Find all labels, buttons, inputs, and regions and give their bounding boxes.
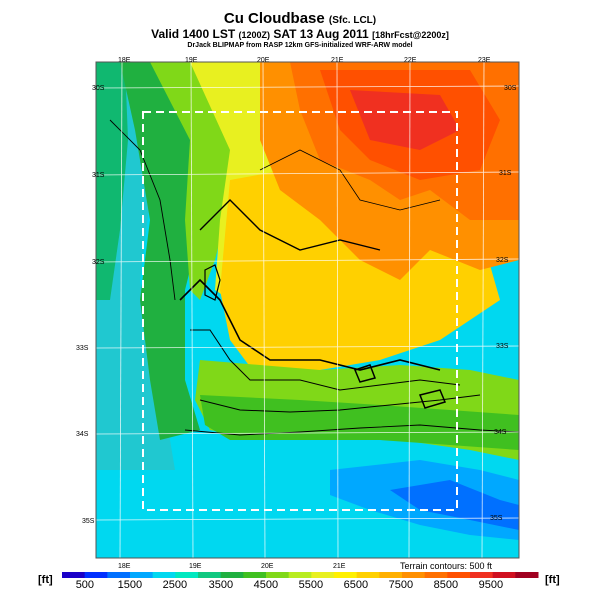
terrain-contour-note: Terrain contours: 500 ft — [400, 561, 493, 571]
colorbar-label: 5500 — [298, 579, 324, 591]
colorbar-swatch — [198, 572, 222, 578]
colorbar-swatch — [402, 572, 426, 578]
colorbar-swatch — [311, 572, 335, 578]
colorbar-label: 2500 — [162, 579, 188, 591]
colorbar-swatch — [266, 572, 290, 578]
colorbar-swatch — [175, 572, 199, 578]
model-credit: DrJack BLIPMAP from RASP 12km GFS-initia… — [187, 42, 413, 49]
lon-label-bottom: 18E — [118, 563, 131, 570]
colorbar-label: 4500 — [253, 579, 279, 591]
lat-label-left: 32S — [92, 259, 105, 266]
colorbar-label: 500 — [75, 579, 95, 591]
lon-label-bottom: 20E — [261, 563, 274, 570]
colorbar-label: 1500 — [117, 579, 143, 591]
valid-time: Valid 1400 LST (1200Z) SAT 13 Aug 2011 [… — [151, 27, 449, 41]
lon-label-bottom: 21E — [333, 563, 346, 570]
inner-domain-box — [142, 111, 458, 511]
colorbar-swatch — [152, 572, 176, 578]
colorbar-swatch — [243, 572, 267, 578]
lat-label-right: 32S — [496, 257, 509, 264]
colorbar-label: 8500 — [433, 579, 459, 591]
unit-label-left: [ft] — [38, 574, 53, 586]
colorbar-swatch — [220, 572, 244, 578]
colorbar-swatch — [379, 572, 403, 578]
colorbar-swatch — [492, 572, 516, 578]
colorbar-label: 7500 — [388, 579, 414, 591]
lat-label-right: 35S — [490, 515, 503, 522]
page-title: Cu Cloudbase (Sfc. LCL) — [223, 10, 377, 27]
lon-label-top: 20E — [257, 57, 270, 64]
colorbar-label: 6500 — [343, 579, 369, 591]
colorbar-swatch — [107, 572, 131, 578]
colorbar-label: 3500 — [208, 579, 234, 591]
lon-label-top: 23E — [478, 57, 491, 64]
colorbar-swatch — [334, 572, 358, 578]
lat-label-right: 30S — [504, 85, 517, 92]
colorbar-swatch — [130, 572, 154, 578]
colorbar-swatch — [288, 572, 312, 578]
colorbar-label: 9500 — [478, 579, 504, 591]
lat-label-left: 31S — [92, 172, 105, 179]
lon-label-top: 21E — [331, 57, 344, 64]
lon-label-top: 19E — [185, 57, 198, 64]
colorbar-swatch — [470, 572, 494, 578]
graticule — [95, 61, 520, 559]
lat-label-right: 34S — [494, 429, 507, 436]
lon-label-bottom: 19E — [189, 563, 202, 570]
lat-label-left: 35S — [82, 518, 95, 525]
lat-label-left: 34S — [76, 431, 89, 438]
colorbar-swatch — [62, 572, 86, 578]
lon-label-top: 18E — [118, 57, 131, 64]
unit-label-right: [ft] — [545, 574, 560, 586]
lat-label-right: 33S — [496, 343, 509, 350]
lat-label-right: 31S — [499, 170, 512, 177]
lon-label-top: 22E — [404, 57, 417, 64]
colorbar-swatch — [447, 572, 471, 578]
lat-label-left: 33S — [76, 345, 89, 352]
lat-label-left: 30S — [92, 85, 105, 92]
colorbar-swatch — [356, 572, 380, 578]
colorbar-swatch — [84, 572, 108, 578]
colorbar-swatch — [424, 572, 448, 578]
colorbar-swatch — [515, 572, 539, 578]
field-layer — [96, 62, 519, 558]
colorbar — [62, 572, 539, 578]
